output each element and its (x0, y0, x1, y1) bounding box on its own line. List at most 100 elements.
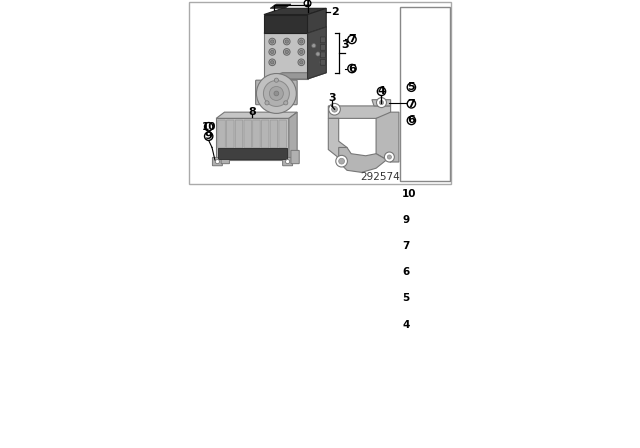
Circle shape (376, 98, 387, 108)
Circle shape (339, 158, 344, 164)
FancyBboxPatch shape (321, 37, 325, 43)
FancyBboxPatch shape (279, 120, 286, 148)
Circle shape (271, 50, 274, 54)
Text: 2: 2 (332, 8, 339, 17)
Text: 8: 8 (248, 107, 256, 117)
Circle shape (300, 60, 303, 64)
Circle shape (348, 65, 356, 73)
Circle shape (428, 269, 435, 276)
FancyBboxPatch shape (253, 120, 260, 148)
FancyBboxPatch shape (429, 239, 433, 253)
Circle shape (332, 106, 337, 112)
Circle shape (269, 38, 276, 45)
Circle shape (304, 0, 311, 7)
Polygon shape (376, 112, 399, 162)
Circle shape (378, 87, 386, 95)
Circle shape (407, 83, 415, 91)
Circle shape (285, 50, 289, 54)
Polygon shape (264, 33, 308, 79)
Circle shape (269, 59, 276, 65)
FancyBboxPatch shape (429, 321, 433, 332)
Circle shape (316, 52, 320, 56)
FancyBboxPatch shape (218, 120, 225, 148)
Text: 9: 9 (205, 131, 212, 141)
Text: 1: 1 (303, 0, 312, 9)
Text: 7: 7 (403, 241, 410, 251)
Polygon shape (308, 9, 326, 33)
Circle shape (285, 159, 290, 164)
Circle shape (348, 35, 356, 43)
Circle shape (205, 132, 213, 140)
Text: 292574: 292574 (360, 172, 400, 182)
FancyBboxPatch shape (261, 120, 269, 148)
FancyBboxPatch shape (428, 286, 434, 290)
Polygon shape (264, 73, 326, 79)
Polygon shape (308, 27, 326, 79)
Circle shape (424, 265, 438, 280)
FancyBboxPatch shape (212, 157, 222, 166)
Text: 4: 4 (378, 86, 385, 96)
Circle shape (424, 187, 438, 201)
Circle shape (205, 123, 213, 131)
Circle shape (312, 43, 316, 48)
Text: 10: 10 (202, 122, 216, 132)
FancyBboxPatch shape (218, 148, 287, 159)
Circle shape (275, 78, 278, 82)
Circle shape (407, 100, 415, 108)
Polygon shape (264, 27, 326, 33)
Circle shape (298, 59, 305, 65)
Circle shape (385, 152, 394, 162)
Circle shape (380, 100, 383, 105)
Circle shape (300, 40, 303, 43)
Circle shape (264, 81, 289, 107)
Circle shape (428, 190, 435, 197)
FancyBboxPatch shape (430, 212, 432, 224)
FancyBboxPatch shape (236, 120, 243, 148)
Text: 4: 4 (403, 320, 410, 330)
Text: 9: 9 (403, 215, 410, 225)
Circle shape (284, 48, 290, 55)
Circle shape (284, 101, 288, 105)
Circle shape (298, 38, 305, 45)
FancyBboxPatch shape (321, 44, 325, 50)
FancyBboxPatch shape (430, 291, 432, 304)
FancyBboxPatch shape (216, 118, 289, 160)
Text: 3: 3 (341, 40, 349, 50)
Circle shape (271, 60, 274, 64)
FancyBboxPatch shape (189, 2, 451, 185)
Circle shape (407, 116, 415, 125)
FancyBboxPatch shape (321, 60, 325, 65)
Circle shape (269, 86, 284, 100)
Circle shape (329, 103, 340, 115)
Circle shape (300, 50, 303, 54)
Text: 10: 10 (403, 189, 417, 198)
FancyBboxPatch shape (227, 120, 234, 148)
Text: 5: 5 (403, 293, 410, 303)
Circle shape (284, 38, 290, 45)
Text: 6: 6 (403, 267, 410, 277)
Polygon shape (339, 147, 390, 172)
Text: 5: 5 (408, 82, 415, 92)
Text: 6: 6 (408, 116, 415, 125)
FancyBboxPatch shape (321, 52, 325, 58)
Text: 6: 6 (348, 64, 356, 73)
FancyBboxPatch shape (283, 157, 292, 166)
Polygon shape (328, 118, 347, 158)
Polygon shape (270, 4, 291, 9)
Circle shape (320, 60, 324, 65)
Circle shape (257, 73, 296, 113)
Circle shape (274, 91, 279, 96)
Text: 7: 7 (408, 99, 415, 109)
Circle shape (265, 101, 269, 105)
Polygon shape (264, 14, 308, 33)
Text: 3: 3 (328, 93, 335, 103)
Polygon shape (328, 106, 390, 118)
Polygon shape (289, 112, 297, 160)
FancyBboxPatch shape (221, 151, 230, 164)
FancyBboxPatch shape (291, 151, 300, 164)
Circle shape (269, 48, 276, 55)
Circle shape (336, 155, 348, 167)
Circle shape (285, 40, 289, 43)
Polygon shape (372, 100, 390, 106)
FancyBboxPatch shape (428, 314, 435, 321)
